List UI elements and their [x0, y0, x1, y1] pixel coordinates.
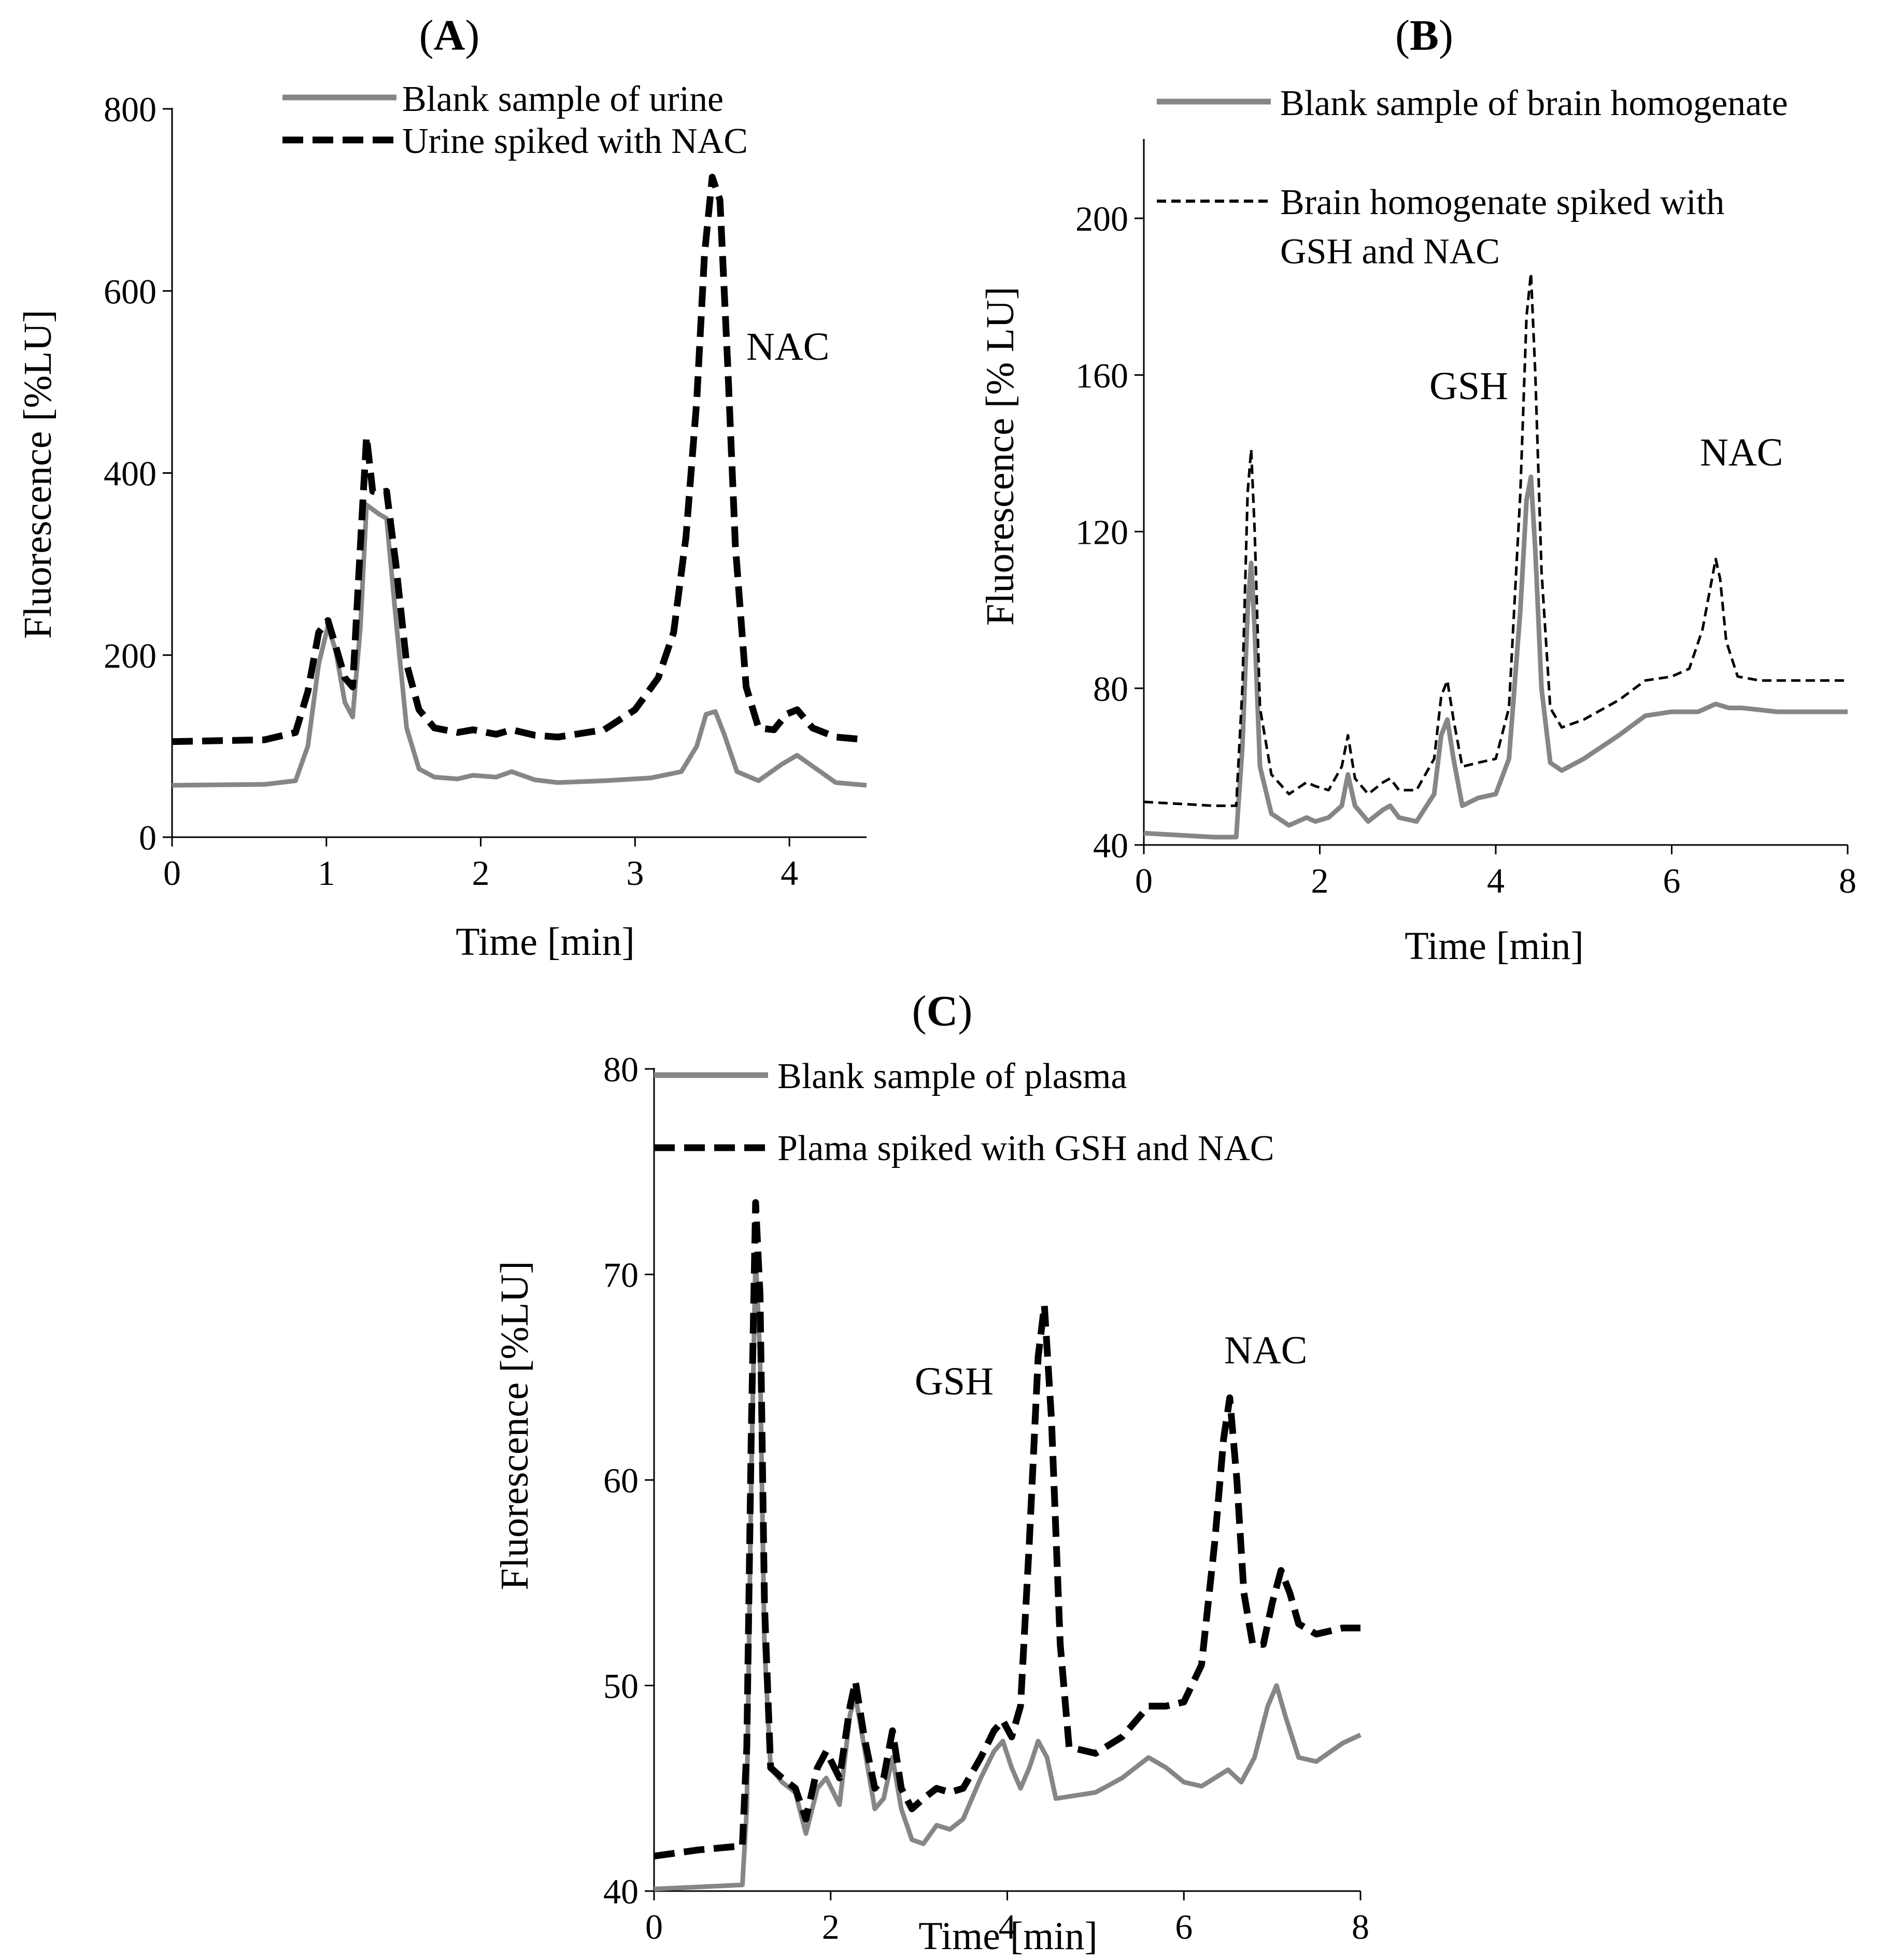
panel-b-letter: B	[1410, 11, 1439, 60]
legend-label-blank-brain: Blank sample of brain homogenate	[1280, 83, 1788, 123]
panel-c-x-tick-label: 8	[1352, 1907, 1369, 1947]
legend-label-plasma-spiked: Plama spiked with GSH and NAC	[777, 1129, 1274, 1168]
panel-b-y-tick-label: 200	[1075, 199, 1128, 238]
panel-a-y-tick-label: 200	[104, 636, 157, 675]
panel-a-ylabel: Fluorescence [%LU]	[16, 309, 60, 639]
panel-b-y-tick-label: 40	[1093, 826, 1128, 865]
panel-a-y-tick-label: 0	[139, 818, 157, 857]
panel-a-y-tick-label: 600	[104, 272, 157, 311]
panel-b-x-tick-label: 8	[1839, 861, 1856, 900]
panel-c-y-tick-label: 50	[603, 1667, 639, 1706]
panel-c: (C) 40 50 60 70 80 0 2 4 6 8 Blank sample of plas…	[493, 987, 1369, 1958]
panel-c-xlabel: Time [min]	[918, 1914, 1098, 1958]
panel-a: (A) 0 200 400 600 800 0 1 2 3 4 Blank sample of u…	[16, 11, 867, 964]
panel-a-x-tick-label: 4	[781, 853, 798, 893]
panel-c-y-tick-label: 60	[603, 1461, 639, 1500]
panel-b-annotation-nac: NAC	[1700, 431, 1783, 474]
panel-a-series-spiked-line	[172, 174, 867, 745]
legend-label-blank-plasma: Blank sample of plasma	[777, 1056, 1127, 1096]
panel-a-annotation-nac: NAC	[746, 325, 829, 369]
panel-b-series-blank-line	[1143, 474, 1848, 840]
panel-c-x-tick-label: 4	[999, 1907, 1016, 1947]
panel-c-y-tick-label: 70	[603, 1256, 639, 1295]
panel-c-letter: C	[927, 987, 958, 1035]
panel-c-x-tick-label: 2	[822, 1907, 840, 1947]
panel-b-series-spiked-line	[1143, 272, 1848, 807]
panel-a-x-tick-label: 1	[318, 853, 335, 893]
panel-a-letter: A	[434, 11, 465, 60]
panel-b-x-tick-label: 2	[1311, 861, 1329, 900]
panel-b-x-tick-label: 4	[1487, 861, 1505, 900]
panel-c-y-tick-label: 40	[603, 1872, 639, 1911]
panel-a-series-layer	[172, 174, 867, 788]
legend-label-brain-spiked-line2: GSH and NAC	[1280, 232, 1500, 272]
legend-label-urine-nac: Urine spiked with NAC	[402, 121, 748, 161]
panel-b-y-tick-label: 80	[1093, 669, 1128, 709]
panel-b-legend: Blank sample of brain homogenate Brain h…	[1157, 83, 1788, 272]
legend-label-brain-spiked-line1: Brain homogenate spiked with	[1280, 182, 1724, 222]
panel-a-x-tick-label: 2	[472, 853, 490, 893]
panel-c-annotation-nac: NAC	[1224, 1329, 1307, 1372]
panel-a-legend: Blank sample of urine Urine spiked with …	[282, 79, 748, 161]
panel-c-y-tick-label: 80	[603, 1050, 639, 1089]
panel-c-title: (C)	[912, 987, 973, 1035]
panel-c-x-tick-label: 6	[1175, 1907, 1193, 1947]
panel-b-series-layer	[1143, 272, 1848, 840]
panel-b-axes: 40 80 120 160 200 0 2 4 6 8	[1075, 139, 1856, 900]
panel-a-title: (A)	[419, 11, 480, 60]
panel-c-series-spiked-line	[654, 1199, 1360, 1860]
panel-c-axes: 40 50 60 70 80 0 2 4 6 8	[603, 1050, 1369, 1947]
panel-a-x-tick-label: 3	[626, 853, 644, 893]
panel-b-x-tick-label: 0	[1135, 861, 1153, 900]
panel-a-xlabel: Time [min]	[456, 920, 635, 964]
panel-b-y-tick-label: 120	[1075, 513, 1128, 552]
panel-a-x-tick-label: 0	[163, 853, 181, 893]
panel-c-ylabel: Fluorescence [%LU]	[493, 1261, 536, 1590]
panel-b-x-tick-label: 6	[1663, 861, 1681, 900]
panel-b-ylabel: Fluorescence [% LU]	[979, 287, 1022, 626]
panel-c-legend: Blank sample of plasma Plama spiked with…	[654, 1056, 1274, 1168]
panel-b-xlabel: Time [min]	[1405, 924, 1584, 968]
panel-a-y-tick-label: 800	[104, 90, 157, 129]
panel-c-x-tick-label: 0	[645, 1907, 663, 1947]
panel-c-annotation-gsh: GSH	[915, 1360, 994, 1403]
panel-a-series-blank-line	[172, 502, 867, 788]
panel-b: (B) 40 80 120 160 200 0 2 4 6 8 Blank sample of b…	[979, 11, 1856, 968]
panel-b-y-tick-label: 160	[1075, 356, 1128, 395]
panel-b-annotation-gsh: GSH	[1429, 364, 1508, 408]
panel-a-axes: 0 200 400 600 800 0 1 2 3 4	[104, 90, 867, 893]
legend-label-blank-urine: Blank sample of urine	[402, 79, 724, 119]
panel-b-title: (B)	[1395, 11, 1453, 60]
panel-a-y-tick-label: 400	[104, 454, 157, 493]
panel-c-series-layer	[654, 1199, 1362, 1892]
